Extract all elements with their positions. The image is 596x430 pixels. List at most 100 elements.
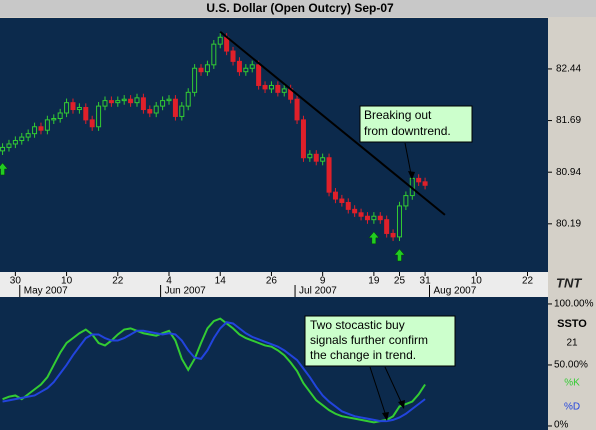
candle-body <box>38 126 44 131</box>
month-label: Aug 2007 <box>433 286 476 297</box>
annotation-arrowhead <box>382 412 389 421</box>
candle-body <box>384 219 390 234</box>
legend-label: %K <box>564 378 580 389</box>
candle-body <box>121 98 127 102</box>
candle-body <box>230 50 236 62</box>
month-label: May 2007 <box>24 286 68 297</box>
date-strip <box>0 272 548 297</box>
x-tick-label: 10 <box>471 276 483 287</box>
candle-body <box>294 98 300 121</box>
candle-body <box>44 119 50 131</box>
candle-body <box>57 112 63 119</box>
candle-body <box>19 136 25 142</box>
candle-body <box>115 100 121 104</box>
candle-body <box>0 146 6 152</box>
candle-body <box>70 102 76 111</box>
annotation-box <box>359 105 473 143</box>
candle-body <box>358 212 364 217</box>
candle-body <box>332 191 338 200</box>
annotation-text: Two stocastic buy <box>310 318 405 332</box>
candle-body <box>32 126 38 135</box>
candle-body <box>256 64 262 86</box>
plot-background <box>0 18 548 272</box>
candle-body <box>25 133 31 138</box>
candle-body <box>211 43 217 66</box>
annotation-arrow <box>369 366 387 417</box>
candle-body <box>64 102 70 114</box>
month-label: Jun 2007 <box>165 286 207 297</box>
plot-background <box>0 297 548 430</box>
y-tick-label: 82.44 <box>556 64 581 75</box>
candle-body <box>6 143 12 148</box>
candle-body <box>108 100 114 104</box>
candle-body <box>236 60 242 73</box>
candle-body <box>396 205 402 238</box>
candle-body <box>179 105 185 117</box>
y-tick-label: 81.69 <box>556 115 581 126</box>
candle-body <box>390 232 396 238</box>
annotation-arrowhead <box>408 171 415 180</box>
x-tick-label: 22 <box>112 276 124 287</box>
candle-body <box>377 215 383 221</box>
candle-body <box>249 64 255 69</box>
candle-body <box>371 215 377 221</box>
indicator-line <box>2 317 426 424</box>
candle-body <box>204 64 210 73</box>
candle-body <box>172 98 178 117</box>
x-tick-label: 9 <box>320 276 326 287</box>
candle-body <box>134 97 140 104</box>
indicator-name: SSTO <box>557 318 587 330</box>
annotation-text: the change in trend. <box>310 348 416 362</box>
candle-body <box>140 97 146 111</box>
candle-body <box>326 157 332 193</box>
title-bar <box>0 0 596 17</box>
y-tick-label: 80.19 <box>556 218 581 229</box>
candle-body <box>96 105 102 128</box>
candle-body <box>403 195 409 207</box>
buy-signal-arrow <box>0 162 9 176</box>
x-tick-label: 25 <box>394 276 406 287</box>
buy-signal-arrow <box>393 248 406 262</box>
candle-body <box>198 67 204 73</box>
candle-body <box>217 36 223 45</box>
x-tick-label: 30 <box>10 276 22 287</box>
candle-body <box>89 119 95 128</box>
candle-body <box>185 91 191 107</box>
x-tick-label: 19 <box>368 276 380 287</box>
candle-body <box>102 100 108 107</box>
candle-body <box>12 140 18 145</box>
candle-body <box>313 153 319 162</box>
annotation-arrow <box>404 142 412 175</box>
x-tick-label: 31 <box>420 276 432 287</box>
y-tick-label: 50.00% <box>554 360 588 371</box>
candle-body <box>268 84 274 90</box>
candle-body <box>243 67 249 73</box>
annotation-box <box>304 315 456 367</box>
candle-body <box>345 201 351 210</box>
candle-body <box>166 98 172 102</box>
month-label: Jul 2007 <box>299 286 337 297</box>
candle-body <box>339 198 345 203</box>
candle-body <box>307 153 313 159</box>
y-tick-label: 100.00% <box>554 299 594 310</box>
x-tick-label: 14 <box>215 276 227 287</box>
y-tick-label: 0% <box>554 420 569 430</box>
x-tick-label: 26 <box>266 276 278 287</box>
annotation-text: signals further confirm <box>310 333 428 347</box>
y-tick-label: 80.94 <box>556 167 581 178</box>
annotation-arrow <box>384 366 403 405</box>
candle-body <box>51 117 57 121</box>
candle-body <box>262 84 268 90</box>
indicator-period: 21 <box>566 338 578 349</box>
candle-body <box>83 106 89 121</box>
logo: TNT <box>556 275 582 290</box>
trendline <box>219 30 446 216</box>
x-tick-label: 4 <box>166 276 172 287</box>
candle-body <box>275 84 281 93</box>
legend-label: %D <box>564 402 580 413</box>
candle-body <box>160 100 166 107</box>
candle-body <box>300 119 306 159</box>
annotation-text: from downtrend. <box>364 124 451 138</box>
annotation-text: Breaking out <box>364 108 432 122</box>
candle-body <box>192 67 198 93</box>
